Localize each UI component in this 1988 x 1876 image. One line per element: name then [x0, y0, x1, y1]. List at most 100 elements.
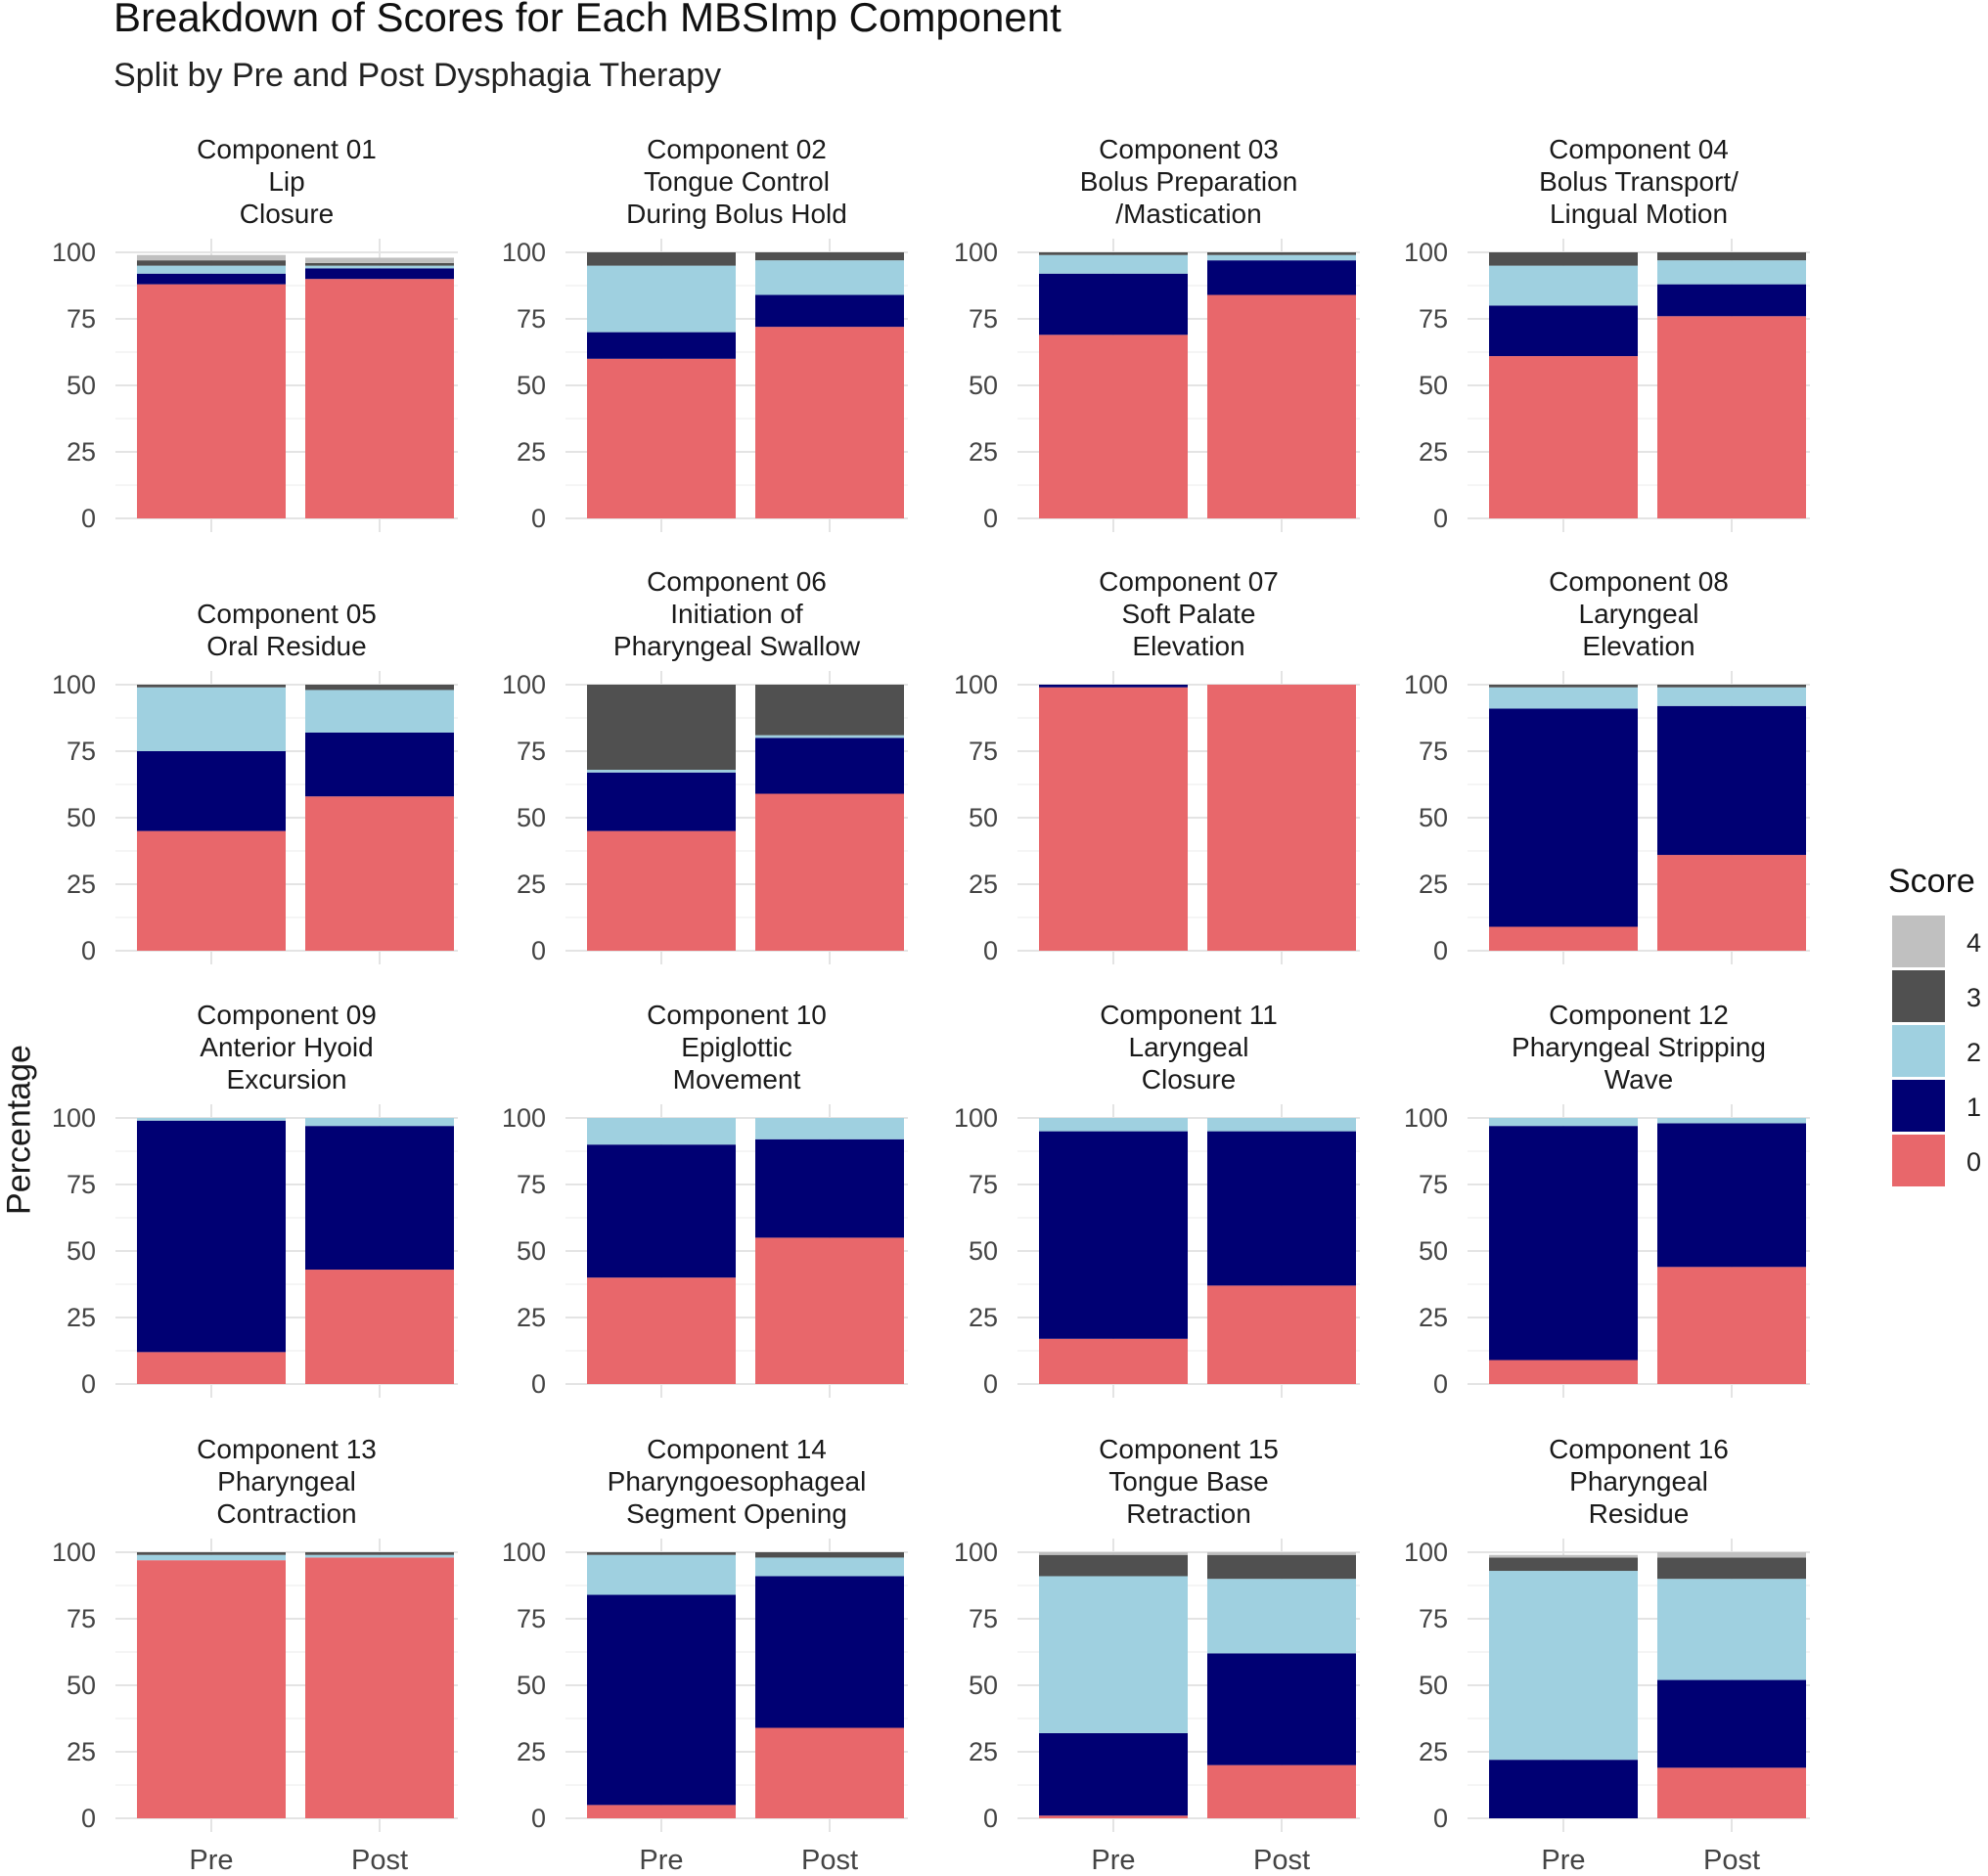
y-tick-label: 100 [954, 1103, 998, 1133]
y-tick-label: 75 [1419, 737, 1448, 766]
facet-strip-label: Pharyngeal Swallow [613, 631, 861, 661]
bar-segment-score-0-post [1207, 1285, 1356, 1384]
facet-strip-label: Laryngeal [1129, 1032, 1249, 1062]
bar-segment-score-1-post [1207, 260, 1356, 295]
legend-key-2 [1892, 1025, 1945, 1077]
bar-segment-score-3-pre [587, 252, 736, 266]
bar-segment-score-3-post [1657, 1557, 1806, 1580]
y-tick-label: 100 [502, 1103, 546, 1133]
legend-label-3: 3 [1966, 983, 1981, 1012]
facet-strip-label: Laryngeal [1579, 599, 1699, 629]
facet-strip-label: Wave [1604, 1064, 1674, 1094]
bar-segment-score-4-pre [137, 254, 286, 261]
y-tick-label: 0 [1433, 1369, 1448, 1399]
y-tick-label: 100 [502, 238, 546, 267]
y-tick-label: 25 [67, 1303, 96, 1332]
y-tick-label: 100 [52, 238, 96, 267]
bar-segment-score-4-post [305, 257, 454, 263]
facet-strip-label: Oral Residue [206, 631, 366, 661]
bar-segment-score-0-pre [137, 284, 286, 518]
bar-segment-score-1-pre [587, 1144, 736, 1278]
y-tick-label: 50 [517, 1671, 546, 1700]
y-tick-label: 75 [1419, 304, 1448, 334]
bar-segment-score-4-pre [1489, 1554, 1638, 1558]
y-tick-label: 0 [983, 936, 998, 965]
bar-segment-score-3-post [755, 685, 904, 736]
bar-segment-score-1-pre [587, 1594, 736, 1806]
y-tick-label: 0 [531, 504, 546, 533]
facet-strip-label: Component 02 [647, 134, 827, 164]
x-tick-label: Pre [1091, 1845, 1135, 1876]
bar-segment-score-1-post [755, 294, 904, 328]
bar-segment-score-0-post [305, 796, 454, 951]
bar-segment-score-1-post [755, 737, 904, 794]
bar-segment-score-0-post [755, 327, 904, 518]
bar-segment-score-2-post [1657, 1118, 1806, 1124]
bar-segment-score-3-pre [1489, 1557, 1638, 1572]
bar-segment-score-2-pre [1489, 1571, 1638, 1761]
bar-segment-score-3-pre [137, 260, 286, 266]
bar-segment-score-2-post [305, 1118, 454, 1127]
x-tick-label: Post [801, 1845, 858, 1876]
bar-segment-score-3-pre [587, 1552, 736, 1555]
legend-label-4: 4 [1966, 928, 1981, 958]
legend-key-3 [1892, 970, 1945, 1022]
y-tick-label: 0 [81, 504, 96, 533]
y-tick-label: 75 [517, 304, 546, 334]
y-tick-label: 50 [67, 371, 96, 400]
bar-segment-score-0-pre [1039, 687, 1188, 951]
bar-segment-score-4-post [1207, 1552, 1356, 1555]
bar-segment-score-2-pre [137, 1554, 286, 1561]
bar-segment-score-4-post [1657, 1552, 1806, 1558]
legend-key-4 [1892, 916, 1945, 967]
bar-segment-score-1-post [1207, 1653, 1356, 1765]
bar-segment-score-2-pre [587, 1118, 736, 1145]
facet-strip-label: During Bolus Hold [626, 199, 847, 229]
bar-segment-score-0-post [1657, 1767, 1806, 1818]
y-tick-label: 100 [502, 670, 546, 699]
bar-segment-score-0-pre [587, 358, 736, 518]
bar-segment-score-1-post [1657, 1679, 1806, 1768]
bar-segment-score-1-post [1657, 705, 1806, 856]
y-tick-label: 50 [517, 1236, 546, 1266]
facet-strip-label: Component 09 [197, 1000, 377, 1030]
bar-segment-score-2-post [755, 260, 904, 295]
y-tick-label: 25 [517, 437, 546, 467]
y-tick-label: 25 [67, 437, 96, 467]
bar-segment-score-0-pre [1489, 356, 1638, 518]
bar-segment-score-4-pre [1039, 1552, 1188, 1555]
facet-strip-label: Component 14 [647, 1434, 827, 1464]
bar-segment-score-0-post [1207, 1764, 1356, 1818]
bar-segment-score-3-pre [137, 1552, 286, 1555]
bar-segment-score-1-pre [1489, 1760, 1638, 1818]
bar-segment-score-3-pre [1489, 252, 1638, 266]
facet-strip-label: Anterior Hyoid [200, 1032, 373, 1062]
bar-segment-score-2-post [305, 265, 454, 269]
facet-strip-label: Component 01 [197, 134, 377, 164]
y-tick-label: 50 [969, 803, 998, 832]
bar-segment-score-0-post [1657, 1267, 1806, 1384]
legend-key-0 [1892, 1135, 1945, 1186]
bar-segment-score-3-pre [1039, 1554, 1188, 1577]
bar-segment-score-3-post [755, 1552, 904, 1558]
bar-segment-score-2-pre [587, 265, 736, 333]
y-tick-label: 0 [531, 936, 546, 965]
y-tick-label: 75 [969, 1170, 998, 1199]
facet-strip-label: Bolus Preparation [1080, 166, 1298, 197]
facet-strip-label: Segment Opening [626, 1498, 847, 1529]
facet-strip-label: Soft Palate [1122, 599, 1256, 629]
facet-strip-label: Component 05 [197, 599, 377, 629]
bar-segment-score-2-post [755, 1557, 904, 1577]
bar-segment-score-1-pre [1489, 1126, 1638, 1361]
bar-segment-score-0-post [1207, 685, 1356, 951]
facet-strip-label: Residue [1589, 1498, 1690, 1529]
bar-segment-score-0-post [755, 1727, 904, 1818]
x-tick-label: Pre [1541, 1845, 1585, 1876]
legend-label-2: 2 [1966, 1038, 1981, 1067]
facet-strip-label: Component 11 [1100, 1000, 1278, 1030]
bar-segment-score-1-pre [1039, 685, 1188, 688]
bar-segment-score-0-pre [587, 1805, 736, 1818]
y-tick-label: 100 [1404, 238, 1448, 267]
legend-label-1: 1 [1966, 1093, 1981, 1122]
bar-segment-score-0-pre [137, 830, 286, 951]
